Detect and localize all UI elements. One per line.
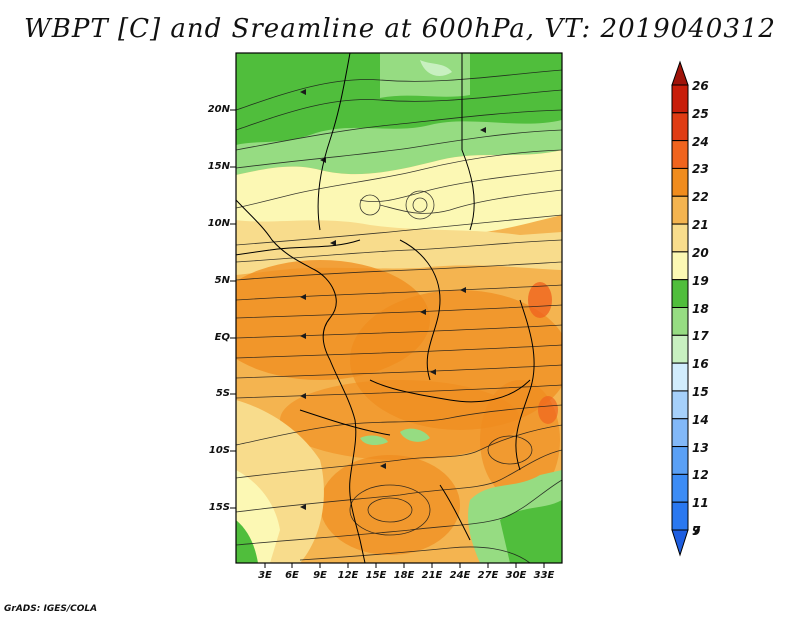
colorbar-segment	[671, 334, 689, 364]
colorbar-segment	[671, 390, 689, 420]
colorbar-segment	[671, 362, 689, 392]
colorbar-segment	[671, 223, 689, 253]
lon-label: 12E	[337, 570, 359, 581]
lon-label: 18E	[393, 570, 415, 581]
colorbar-label: 16	[692, 357, 709, 372]
colorbar-segment	[671, 446, 689, 475]
wbpt-field	[236, 53, 562, 563]
colorbar-label: 18	[692, 301, 709, 316]
lon-label: 27E	[477, 570, 499, 581]
colorbar-cap-top	[671, 60, 689, 86]
lat-label: 15S	[208, 502, 230, 513]
lon-label: 21E	[421, 570, 443, 581]
lat-label: 10S	[208, 445, 230, 456]
colorbar-segment	[671, 195, 689, 225]
colorbar-label: 26	[692, 79, 709, 93]
colorbar-segment	[671, 167, 689, 197]
lat-label: EQ	[214, 332, 230, 343]
colorbar-label: 14	[692, 412, 709, 427]
lat-label: 15N	[207, 161, 230, 172]
lon-label: 6E	[285, 570, 299, 581]
colorbar-label: 24	[692, 134, 709, 149]
colorbar-segment	[671, 418, 689, 448]
colorbar-label: 25	[692, 106, 709, 121]
lat-label: 10N	[207, 218, 230, 229]
colorbar-label: 19	[692, 273, 709, 288]
colorbar-label: 9	[692, 524, 701, 538]
colorbar-segment	[671, 307, 689, 336]
lat-label: 5N	[214, 275, 230, 286]
chart-title: WBPT [C] and Sreamline at 600hPa, VT: 20…	[24, 14, 776, 44]
colorbar-label: 20	[692, 245, 709, 260]
colorbar	[671, 60, 689, 557]
lat-label: 5S	[215, 388, 230, 399]
colorbar-label: 15	[692, 384, 709, 399]
colorbar-segment	[671, 112, 689, 142]
colorbar-label: 12	[692, 468, 709, 483]
colorbar-label: 21	[692, 218, 709, 233]
colorbar-label: 23	[692, 162, 709, 177]
lon-label: 24E	[449, 570, 471, 581]
colorbar-cap-bottom	[671, 529, 689, 557]
colorbar-segment	[671, 279, 689, 308]
grads-credit: GrADS: IGES/COLA	[4, 604, 98, 614]
lat-label: 20N	[207, 104, 230, 115]
lon-label: 15E	[365, 570, 387, 581]
colorbar-segment	[671, 251, 689, 281]
colorbar-label: 13	[692, 440, 709, 455]
lon-label: 30E	[505, 570, 527, 581]
colorbar-segment	[671, 501, 689, 531]
lon-label: 9E	[313, 570, 327, 581]
colorbar-segment	[671, 84, 689, 114]
lon-label: 3E	[258, 570, 272, 581]
colorbar-segment	[671, 140, 689, 169]
colorbar-label: 22	[692, 190, 709, 205]
colorbar-label: 17	[692, 329, 709, 344]
lon-label: 33E	[533, 570, 555, 581]
colorbar-segment	[671, 473, 689, 503]
colorbar-label: 11	[692, 496, 709, 511]
colorbar-label: 7	[692, 524, 701, 538]
